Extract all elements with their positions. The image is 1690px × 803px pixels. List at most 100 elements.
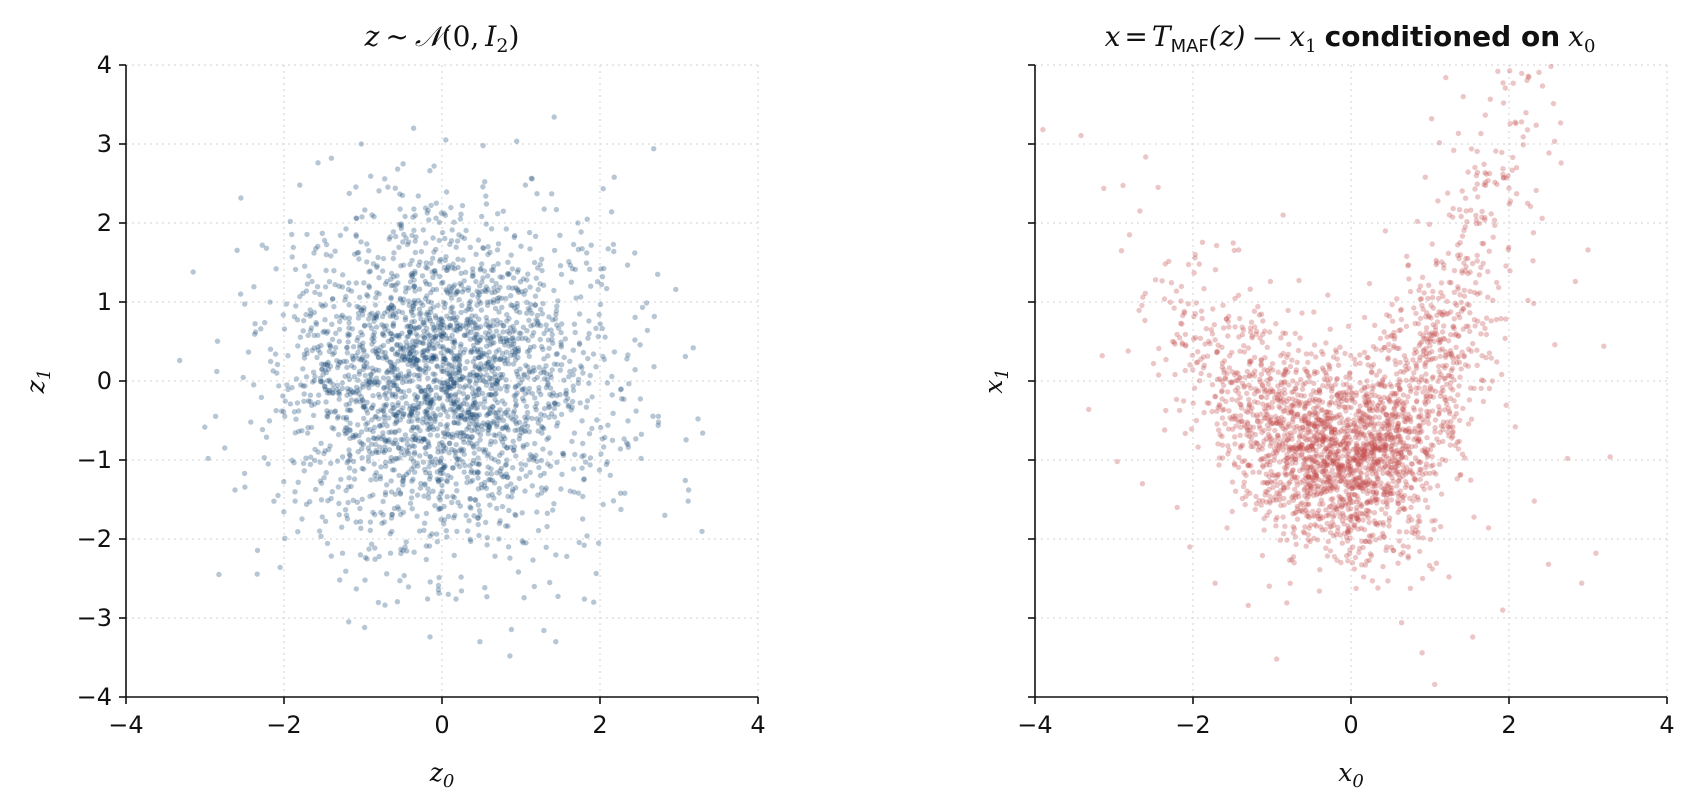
right-scatter-point — [1472, 186, 1478, 192]
right-scatter-point — [1466, 397, 1473, 403]
right-scatter-point — [1498, 315, 1504, 322]
left-scatter-point — [475, 325, 482, 331]
left-scatter-point — [382, 459, 389, 466]
right-scatter-point — [1433, 560, 1440, 566]
left-scatter-point — [445, 347, 452, 354]
left-scatter-point — [287, 218, 293, 225]
left-scatter-point — [420, 459, 427, 465]
left-scatter-point — [267, 358, 274, 365]
left-scatter-point — [541, 367, 547, 373]
left-scatter-point — [358, 141, 365, 147]
left-scatter-point — [388, 276, 394, 282]
right-scatter-point — [1139, 481, 1146, 487]
left-scatter-point — [454, 369, 461, 376]
left-scatter-point — [354, 499, 360, 505]
left-scatter-point — [316, 528, 323, 534]
left-scatter-point — [413, 436, 419, 443]
right-scatter-point — [1500, 166, 1506, 172]
left-scatter-point — [486, 427, 492, 433]
right-scatter-point — [1474, 181, 1481, 187]
left-scatter-point — [282, 413, 288, 419]
left-scatter-point — [438, 350, 444, 356]
left-scatter-point — [397, 297, 404, 303]
left-scatter-point — [496, 536, 502, 542]
left-scatter-point — [600, 353, 606, 360]
left-scatter-point — [547, 391, 553, 398]
left-scatter-point — [422, 278, 428, 285]
left-scatter-point — [392, 429, 398, 435]
left-scatter-point — [409, 348, 415, 354]
left-scatter-point — [512, 384, 518, 391]
left-scatter-point — [401, 356, 408, 362]
left-scatter-point — [551, 400, 557, 406]
left-scatter-point — [532, 404, 538, 410]
left-scatter-point — [407, 406, 413, 412]
left-scatter-point — [507, 653, 513, 659]
left-scatter-point — [506, 343, 513, 349]
left-scatter-point — [632, 314, 638, 320]
left-scatter-point — [430, 371, 436, 377]
left-scatter-point — [408, 455, 415, 462]
left-scatter-point — [433, 356, 440, 362]
left-scatter-point — [441, 521, 447, 527]
left-points — [177, 114, 706, 659]
left-scatter-point — [294, 400, 301, 406]
left-scatter-point — [384, 482, 390, 488]
left-scatter-point — [607, 472, 613, 478]
left-scatter-point — [394, 351, 400, 358]
left-scatter-point — [398, 223, 405, 229]
right-scatter-point — [1410, 405, 1417, 411]
right-scatter-point — [1232, 324, 1238, 330]
right-scatter-point — [1345, 323, 1352, 329]
left-scatter-point — [500, 372, 506, 378]
left-scatter-point — [492, 353, 498, 360]
left-scatter-point — [526, 369, 532, 376]
right-scatter-point — [1500, 100, 1507, 106]
right-scatter-point — [1539, 215, 1545, 221]
right-scatter-point — [1373, 489, 1380, 495]
left-scatter-point — [558, 486, 564, 492]
right-scatter-point — [1311, 371, 1318, 377]
left-scatter-point — [315, 449, 321, 455]
left-scatter-point — [515, 335, 522, 342]
right-scatter-point — [1456, 383, 1462, 389]
left-scatter-point — [490, 299, 497, 306]
left-scatter-point — [517, 309, 523, 316]
left-scatter-point — [396, 472, 402, 479]
left-scatter-point — [436, 441, 443, 447]
left-scatter-point — [336, 512, 342, 518]
left-scatter-point — [365, 382, 371, 388]
left-scatter-point — [387, 313, 393, 319]
right-scatter-point — [1405, 443, 1411, 449]
right-scatter-point — [1384, 334, 1390, 340]
left-scatter-point — [548, 327, 554, 333]
right-scatter-point — [1266, 509, 1273, 515]
right-scatter-point — [1232, 434, 1238, 440]
left-scatter-point — [477, 283, 483, 289]
left-scatter-point — [409, 418, 415, 424]
right-scatter-point — [1173, 396, 1180, 403]
left-scatter-point — [292, 430, 298, 436]
right-scatter-point — [1273, 523, 1279, 529]
left-scatter-point — [368, 477, 374, 483]
left-scatter-point — [421, 328, 427, 334]
left-scatter-point — [365, 380, 371, 387]
left-scatter-point — [322, 302, 329, 308]
left-scatter-point — [480, 245, 487, 251]
left-scatter-point — [337, 577, 343, 583]
left-scatter-point — [451, 282, 458, 288]
left-scatter-point — [442, 434, 448, 440]
left-scatter-point — [511, 234, 517, 240]
right-scatter-point — [1338, 559, 1344, 566]
left-scatter-point — [388, 295, 394, 302]
left-scatter-point — [565, 403, 571, 410]
left-scatter-point — [439, 439, 445, 446]
left-scatter-point — [602, 434, 608, 441]
right-scatter-point — [1206, 338, 1212, 345]
left-scatter-point — [406, 371, 413, 377]
right-scatter-point — [1383, 547, 1389, 553]
right-scatter-point — [1430, 462, 1436, 468]
right-scatter-point — [1564, 455, 1571, 462]
right-scatter-point — [1323, 545, 1329, 551]
left-scatter-point — [332, 248, 338, 254]
